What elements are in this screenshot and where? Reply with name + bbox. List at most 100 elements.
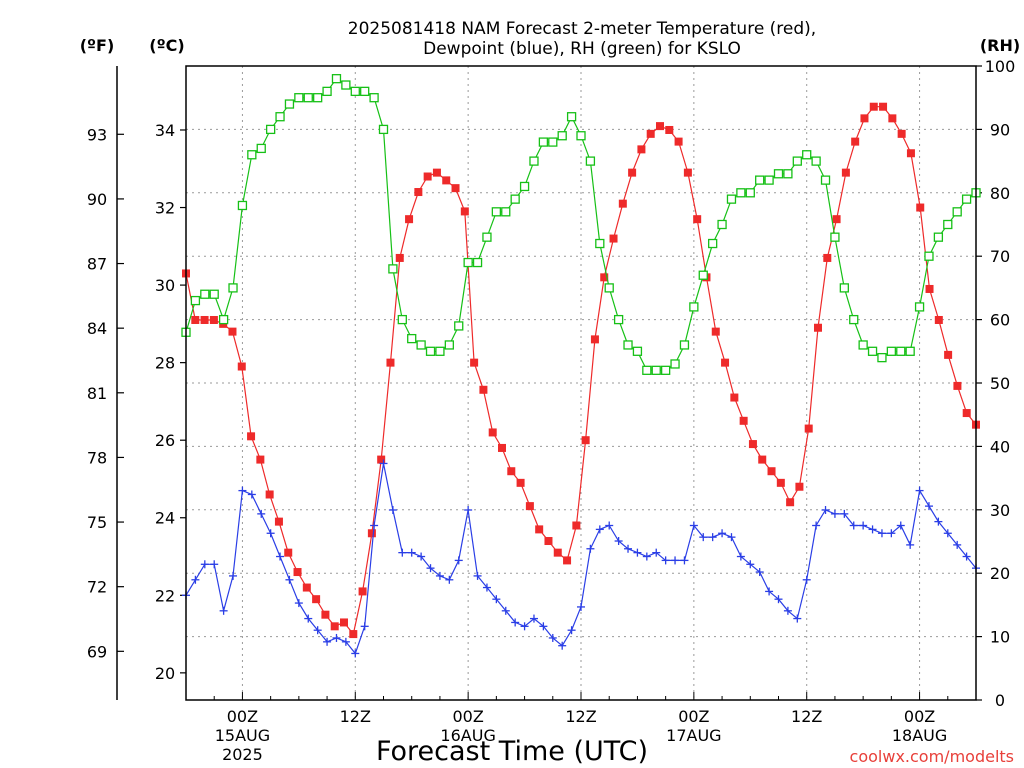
tick-label-fahrenheit: 81 bbox=[87, 384, 107, 403]
data-point-rh bbox=[595, 238, 605, 249]
data-point-rh bbox=[802, 150, 812, 160]
data-point-temperature bbox=[823, 253, 832, 262]
data-point-dewpoint bbox=[736, 552, 745, 561]
chart-title-line2: Dewpoint (blue), RH (green) for KSLO bbox=[423, 39, 741, 59]
data-point-rh bbox=[378, 124, 389, 135]
data-point-rh bbox=[736, 188, 746, 198]
unit-label-celsius: (ºC) bbox=[149, 36, 184, 55]
data-point-temperature bbox=[284, 548, 293, 557]
data-point-dewpoint bbox=[435, 571, 444, 580]
data-point-rh bbox=[642, 365, 652, 375]
data-point-temperature bbox=[432, 168, 441, 177]
data-point-temperature bbox=[693, 215, 702, 224]
data-point-dewpoint bbox=[285, 575, 294, 584]
data-point-temperature bbox=[507, 467, 516, 476]
data-point-dewpoint bbox=[915, 486, 924, 495]
data-point-temperature bbox=[925, 284, 934, 293]
data-point-dewpoint bbox=[595, 525, 604, 534]
data-point-rh bbox=[604, 283, 614, 293]
data-point-dewpoint bbox=[219, 606, 228, 615]
data-point-dewpoint bbox=[708, 533, 717, 542]
data-point-dewpoint bbox=[830, 509, 839, 518]
tick-label-fahrenheit: 93 bbox=[87, 125, 107, 144]
data-point-dewpoint bbox=[793, 614, 802, 623]
tick-label-fahrenheit: 72 bbox=[87, 578, 107, 597]
data-point-rh bbox=[632, 346, 643, 356]
data-point-temperature bbox=[841, 168, 850, 177]
data-point-dewpoint bbox=[953, 540, 962, 549]
data-point-dewpoint bbox=[388, 505, 397, 514]
data-point-rh bbox=[454, 321, 464, 331]
data-point-rh bbox=[425, 346, 436, 356]
data-point-dewpoint bbox=[520, 622, 529, 631]
data-point-dewpoint bbox=[783, 606, 792, 615]
data-point-temperature bbox=[535, 525, 544, 534]
data-point-dewpoint bbox=[529, 614, 538, 623]
tick-label-celsius: 28 bbox=[155, 354, 175, 373]
data-point-temperature bbox=[367, 529, 376, 538]
data-point-temperature bbox=[869, 102, 878, 111]
tick-label-rh: 100 bbox=[985, 57, 1016, 76]
data-point-rh bbox=[576, 131, 586, 141]
tick-label-x-time: 00Z bbox=[678, 707, 709, 726]
series-line-rh bbox=[185, 77, 977, 371]
data-point-temperature bbox=[618, 199, 627, 208]
data-point-temperature bbox=[340, 618, 348, 627]
data-point-dewpoint bbox=[614, 537, 623, 546]
tick-label-rh: 80 bbox=[990, 184, 1010, 203]
data-point-rh bbox=[698, 270, 708, 280]
data-point-dewpoint bbox=[774, 595, 783, 604]
data-point-temperature bbox=[832, 215, 841, 224]
data-point-dewpoint bbox=[276, 552, 285, 561]
data-point-dewpoint bbox=[624, 544, 633, 553]
data-point-temperature bbox=[665, 125, 674, 134]
data-point-rh bbox=[858, 340, 868, 350]
data-point-rh bbox=[792, 156, 802, 166]
data-point-rh bbox=[670, 359, 680, 369]
plot-frame bbox=[185, 65, 977, 701]
data-point-temperature bbox=[581, 436, 590, 445]
tick-label-x-date: 17AUG bbox=[666, 726, 721, 745]
data-point-rh bbox=[905, 346, 915, 356]
data-point-dewpoint bbox=[266, 529, 275, 538]
data-point-dewpoint bbox=[577, 602, 585, 611]
data-point-temperature bbox=[460, 207, 469, 216]
tick-label-fahrenheit: 87 bbox=[87, 255, 107, 274]
data-point-temperature bbox=[572, 521, 581, 530]
data-point-rh bbox=[943, 219, 953, 230]
data-point-rh bbox=[491, 207, 502, 217]
data-point-dewpoint bbox=[642, 552, 651, 561]
data-point-dewpoint bbox=[746, 560, 755, 569]
data-point-temperature bbox=[516, 478, 525, 487]
data-point-temperature bbox=[860, 114, 869, 123]
data-point-temperature bbox=[721, 358, 730, 367]
data-point-temperature bbox=[498, 443, 506, 452]
data-point-rh bbox=[407, 333, 417, 344]
data-point-dewpoint bbox=[257, 509, 266, 518]
data-point-rh bbox=[256, 143, 266, 154]
data-point-rh bbox=[303, 93, 313, 103]
data-point-dewpoint bbox=[294, 599, 303, 608]
data-point-rh bbox=[914, 302, 925, 312]
data-point-rh bbox=[529, 156, 539, 166]
data-point-rh bbox=[501, 207, 511, 217]
data-point-rh bbox=[952, 207, 962, 217]
tick-label-rh: 40 bbox=[990, 437, 1010, 456]
data-point-dewpoint bbox=[887, 529, 896, 538]
data-point-rh bbox=[660, 365, 671, 375]
data-point-rh bbox=[472, 257, 483, 268]
data-point-rh bbox=[689, 302, 699, 312]
tick-label-rh: 0 bbox=[995, 691, 1005, 710]
data-point-temperature bbox=[851, 137, 860, 146]
data-point-dewpoint bbox=[407, 548, 416, 557]
tick-label-celsius: 34 bbox=[155, 121, 175, 140]
data-point-rh bbox=[811, 156, 821, 166]
data-point-rh bbox=[924, 251, 934, 261]
data-point-temperature bbox=[628, 168, 637, 177]
data-point-rh bbox=[896, 346, 906, 356]
data-point-dewpoint bbox=[200, 560, 209, 569]
data-point-temperature bbox=[916, 203, 925, 212]
data-point-temperature bbox=[395, 253, 404, 262]
data-point-dewpoint bbox=[558, 641, 567, 650]
data-point-rh bbox=[783, 169, 793, 179]
